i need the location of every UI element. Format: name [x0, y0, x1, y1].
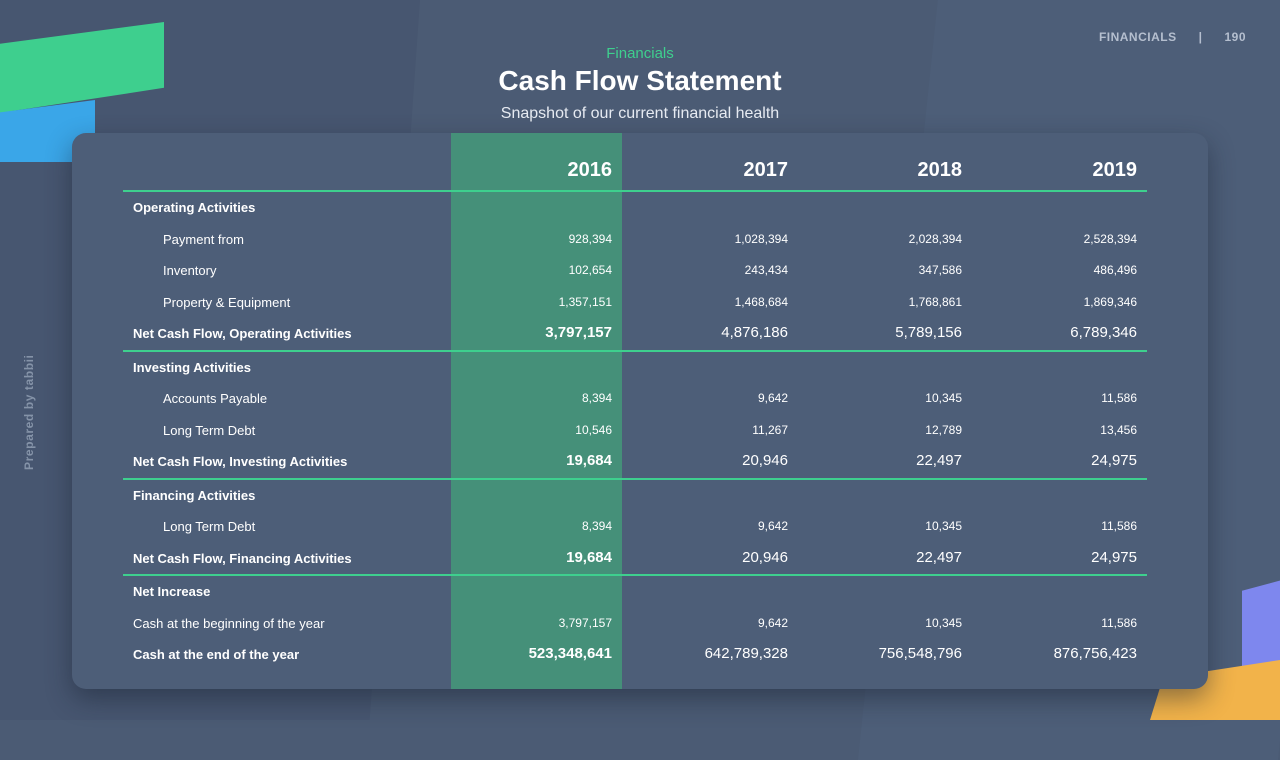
table-row-item: Property & Equipment 1,357,151 1,468,684 1,… — [123, 287, 1147, 319]
row-label: Financing Activities — [133, 487, 256, 503]
table-row-total: Net Cash Flow, Financing Activities 19,68… — [123, 543, 1147, 576]
slide-kicker: Financials — [606, 45, 674, 62]
table-row-final: Cash at the end of the year 523,348,641 64… — [123, 639, 1147, 671]
slide-title: Cash Flow Statement — [498, 65, 782, 96]
section-label: FINANCIALS — [1098, 30, 1177, 44]
row-label: Net Increase — [133, 584, 211, 599]
year-header: 2016 — [567, 159, 613, 181]
table-row-item: Long Term Debt 10,546 11,267 12,789 13,456 — [123, 415, 1147, 447]
row-value: 5,789,156 — [895, 324, 962, 341]
table-row-item: Long Term Debt 8,394 9,642 10,345 11,586 — [123, 511, 1147, 543]
year-header: 2018 — [917, 159, 963, 181]
row-label: Cash at the end of the year — [133, 647, 300, 662]
row-label: Long Term Debt — [163, 422, 256, 438]
row-value: 20,946 — [742, 452, 788, 469]
row-label: Long Term Debt — [163, 519, 256, 534]
row-label: Operating Activities — [133, 200, 256, 215]
row-value: 11,586 — [1101, 391, 1137, 405]
row-label: Payment from — [163, 231, 244, 247]
row-value: 1,869,346 — [1083, 294, 1137, 309]
year-header: 2017 — [743, 159, 789, 181]
table-row-item: Payment from 928,394 1,028,394 2,028,394 2,5… — [123, 224, 1147, 256]
row-label: Accounts Payable — [163, 391, 268, 406]
highlighted-year-column — [451, 133, 622, 689]
row-value: 3,797,157 — [545, 324, 612, 341]
row-value: 10,345 — [925, 615, 962, 630]
table-row-plain: Cash at the beginning of the year 3,797,1… — [123, 608, 1147, 640]
row-value: 3,797,157 — [558, 615, 612, 630]
row-value: 12,789 — [925, 422, 962, 437]
page-number: 190 — [1224, 30, 1246, 44]
row-label: Property & Equipment — [163, 294, 291, 310]
row-value: 102,654 — [568, 263, 612, 277]
table-row-total: Net Cash Flow, Operating Activities 3,797… — [123, 318, 1147, 352]
cash-flow-table: 2016 2017 2018 2019 Operating Activities… — [123, 133, 1147, 671]
row-label: Net Cash Flow, Financing Activities — [133, 550, 352, 566]
row-value: 642,789,328 — [704, 645, 788, 662]
header-separator: | — [1198, 30, 1203, 44]
row-value: 928,394 — [568, 231, 612, 246]
row-label: Net Cash Flow, Operating Activities — [133, 326, 352, 341]
row-label: Investing Activities — [133, 359, 251, 375]
year-header: 2019 — [1092, 159, 1138, 181]
row-value: 2,028,394 — [908, 231, 962, 246]
row-value: 9,642 — [757, 615, 788, 630]
row-value: 1,028,394 — [734, 231, 788, 246]
row-value: 523,348,641 — [528, 645, 612, 662]
row-value: 1,357,151 — [558, 294, 612, 309]
row-value: 9,642 — [757, 391, 788, 405]
row-value: 10,546 — [575, 422, 612, 437]
table-header-row: 2016 2017 2018 2019 — [123, 133, 1147, 192]
row-value: 243,434 — [744, 263, 788, 277]
row-label: Inventory — [163, 263, 217, 278]
row-value: 10,345 — [925, 391, 962, 405]
row-value: 13,456 — [1100, 422, 1137, 437]
slide-header-meta: FINANCIALS | 190 — [1099, 30, 1246, 44]
row-value: 876,756,423 — [1053, 645, 1137, 662]
row-value: 2,528,394 — [1083, 231, 1137, 246]
row-value: 8,394 — [581, 519, 612, 533]
slide-heading: Financials Cash Flow Statement Snapshot … — [0, 44, 1280, 124]
table-row-item: Inventory 102,654 243,434 347,586 486,496 — [123, 255, 1147, 287]
row-label: Cash at the beginning of the year — [133, 615, 325, 631]
slide-subtitle: Snapshot of our current financial health — [500, 105, 780, 122]
row-value: 24,975 — [1091, 452, 1137, 469]
row-value: 8,394 — [581, 391, 612, 405]
row-value: 756,548,796 — [878, 645, 962, 662]
table-row-section: Net Increase — [123, 576, 1147, 608]
table-row-section: Investing Activities — [123, 352, 1147, 384]
row-value: 19,684 — [566, 452, 612, 469]
row-value: 11,586 — [1101, 519, 1137, 533]
row-label: Net Cash Flow, Investing Activities — [133, 454, 348, 469]
row-value: 1,468,684 — [734, 294, 788, 309]
row-value: 1,768,861 — [908, 294, 962, 309]
row-value: 19,684 — [566, 548, 612, 566]
row-value: 11,267 — [752, 422, 788, 437]
row-value: 20,946 — [742, 548, 788, 566]
table-row-item: Accounts Payable 8,394 9,642 10,345 11,586 — [123, 383, 1147, 415]
row-value: 22,497 — [916, 452, 962, 469]
row-value: 4,876,186 — [721, 324, 788, 341]
row-value: 347,586 — [918, 263, 962, 277]
row-value: 22,497 — [916, 548, 962, 566]
row-value: 11,586 — [1101, 615, 1137, 630]
prepared-by-label: Prepared by tabbii — [22, 354, 36, 471]
table-body: Operating Activities Payment from 928,394 1… — [123, 192, 1147, 671]
row-value: 10,345 — [925, 519, 962, 533]
table-row-total: Net Cash Flow, Investing Activities 19,68… — [123, 446, 1147, 480]
table-row-section: Operating Activities — [123, 192, 1147, 224]
row-value: 24,975 — [1091, 548, 1137, 566]
row-value: 486,496 — [1093, 263, 1137, 277]
table-row-section: Financing Activities — [123, 480, 1147, 512]
cash-flow-table-card: 2016 2017 2018 2019 Operating Activities… — [72, 133, 1208, 689]
row-value: 6,789,346 — [1070, 324, 1137, 341]
decor-purple-shape — [1242, 580, 1280, 670]
row-value: 9,642 — [757, 519, 788, 533]
